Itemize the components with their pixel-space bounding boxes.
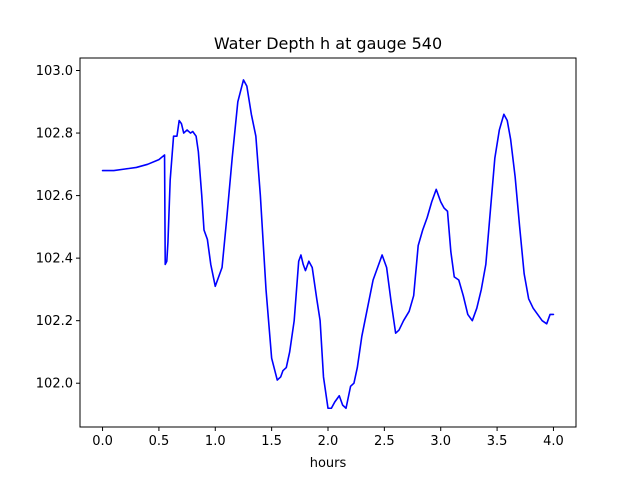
plot-area [101, 79, 555, 410]
y-tick-label: 102.8 [36, 127, 73, 142]
y-tick-label: 102.4 [36, 252, 73, 267]
x-axis-ticks: 0.0 0.5 1.0 1.5 2.0 2.5 3.0 3.5 4.0 [92, 427, 564, 449]
series-line-0 [101, 79, 555, 410]
x-tick-label: 3.5 [487, 434, 508, 449]
x-tick-label: 1.0 [205, 434, 226, 449]
x-tick-label: 0.0 [92, 434, 113, 449]
y-tick-label: 103.0 [36, 64, 73, 79]
x-tick-label: 2.0 [318, 434, 339, 449]
y-tick-label: 102.6 [36, 189, 73, 204]
y-tick-label: 102.2 [36, 314, 73, 329]
x-tick-label: 1.5 [261, 434, 282, 449]
x-tick-label: 0.5 [149, 434, 170, 449]
x-tick-label: 4.0 [543, 434, 564, 449]
y-axis-ticks: 102.0 102.2 102.4 102.6 102.8 103.0 [36, 64, 80, 392]
x-axis-label: hours [310, 456, 347, 471]
chart-title: Water Depth h at gauge 540 [214, 34, 442, 53]
x-tick-label: 3.0 [430, 434, 451, 449]
y-tick-label: 102.0 [36, 377, 73, 392]
x-tick-label: 2.5 [374, 434, 395, 449]
